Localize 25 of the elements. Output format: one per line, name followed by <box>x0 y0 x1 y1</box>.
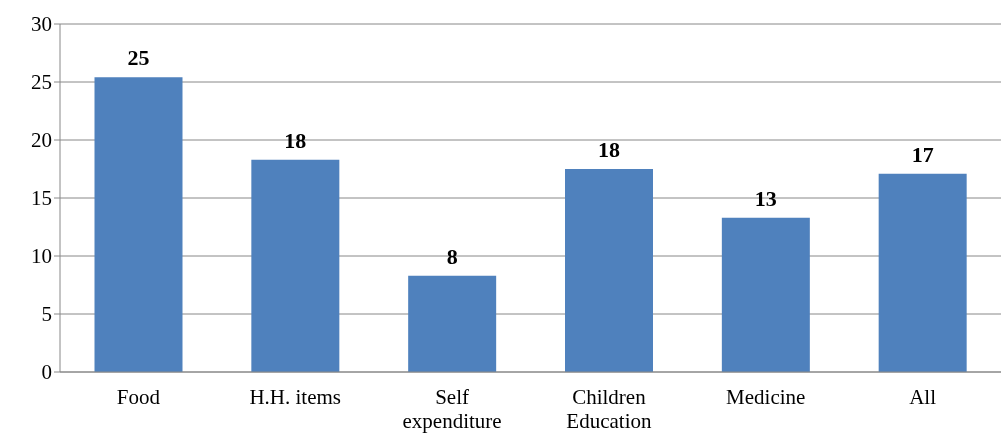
bar <box>565 169 653 372</box>
y-tick-label: 20 <box>31 128 52 153</box>
x-tick-label: H.H. items <box>249 385 342 409</box>
x-tick-label: Medicine <box>726 385 806 409</box>
bar <box>251 159 340 372</box>
data-label: 18 <box>598 137 620 162</box>
y-tick-label: 25 <box>31 70 52 95</box>
data-label: 17 <box>911 141 934 167</box>
y-tick-label: 30 <box>31 12 52 37</box>
bar <box>94 77 183 372</box>
x-tick-label: Food <box>116 385 161 409</box>
data-label: 18 <box>284 127 307 153</box>
data-label: 25 <box>127 45 150 71</box>
bar <box>878 173 967 372</box>
y-tick-label: 15 <box>31 186 52 211</box>
bar <box>721 217 810 372</box>
y-tick-label: 10 <box>31 244 52 269</box>
y-tick-label: 5 <box>41 302 52 327</box>
x-tick-label: All <box>909 385 937 409</box>
y-tick-label: 0 <box>41 360 52 385</box>
data-label: 13 <box>754 185 777 211</box>
x-tick-label: Children Education <box>566 385 652 433</box>
x-tick-label: Self expenditure <box>402 385 502 433</box>
data-label: 8 <box>446 243 458 269</box>
bar <box>408 275 497 372</box>
